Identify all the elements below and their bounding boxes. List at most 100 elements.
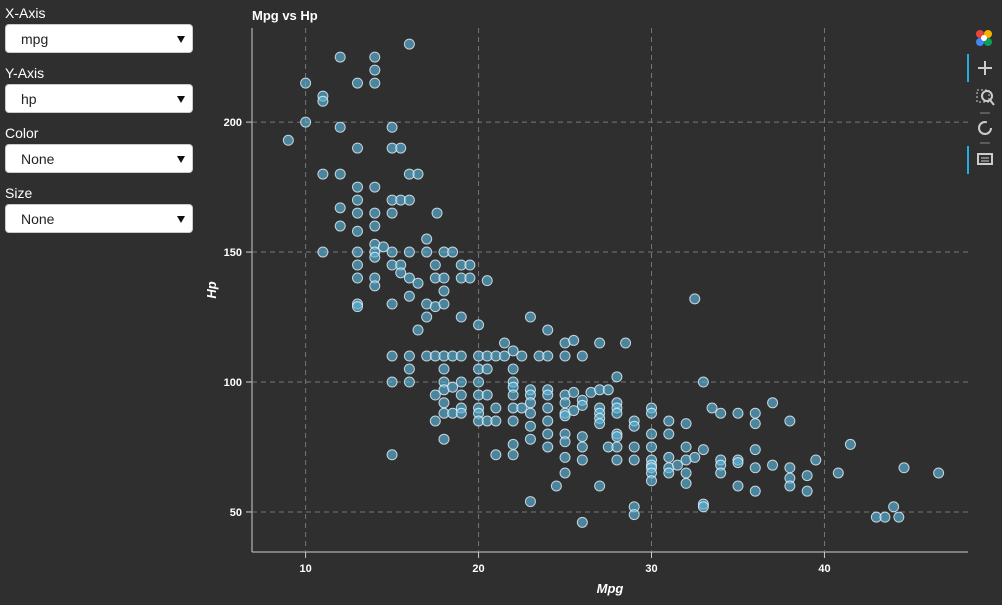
point [438, 433, 450, 445]
point [431, 207, 443, 219]
point [351, 301, 363, 313]
select[interactable]: hp [5, 84, 193, 113]
dropdown-arrow [177, 96, 185, 103]
point [300, 77, 312, 89]
point [507, 449, 519, 461]
point [611, 371, 623, 383]
point [697, 376, 709, 388]
point [732, 457, 744, 469]
point [300, 116, 312, 128]
point [749, 444, 761, 456]
x-tick-label: 20 [472, 563, 484, 575]
point [429, 389, 441, 401]
point [646, 407, 658, 419]
point [715, 467, 727, 479]
point [594, 337, 606, 349]
point [317, 168, 329, 180]
point [524, 496, 536, 508]
point [559, 350, 571, 362]
widget-label: Size [5, 185, 33, 201]
point [351, 207, 363, 219]
point [879, 511, 891, 523]
point [412, 277, 424, 289]
dropdown-arrow [177, 156, 185, 163]
point [524, 433, 536, 445]
point [576, 350, 588, 362]
widget-label: Color [5, 125, 39, 141]
point [542, 389, 554, 401]
point [386, 298, 398, 310]
point [481, 363, 493, 375]
point [542, 415, 554, 427]
point [447, 381, 459, 393]
point [784, 462, 796, 474]
pan-tool[interactable] [978, 61, 992, 75]
point [403, 246, 415, 258]
point [351, 246, 363, 258]
point [473, 319, 485, 331]
point [481, 389, 493, 401]
point [602, 384, 614, 396]
point [663, 415, 675, 427]
widget-label: X-Axis [5, 5, 46, 21]
point [576, 516, 588, 528]
point [689, 293, 701, 305]
point [386, 449, 398, 461]
point [455, 389, 467, 401]
point [421, 246, 433, 258]
point [646, 428, 658, 440]
point [893, 511, 905, 523]
point [697, 444, 709, 456]
point [455, 376, 467, 388]
point [749, 407, 761, 419]
select-value: None [21, 211, 55, 227]
point [507, 363, 519, 375]
widget-label: Y-Axis [5, 65, 45, 81]
point [568, 405, 580, 417]
chart-title: Mpg vs Hp [252, 8, 318, 23]
point [438, 397, 450, 409]
point [386, 376, 398, 388]
point [369, 220, 381, 232]
point [403, 376, 415, 388]
point [369, 77, 381, 89]
select[interactable]: None [5, 204, 193, 233]
point [507, 389, 519, 401]
box-zoom-tool[interactable] [976, 89, 995, 106]
point [369, 51, 381, 63]
point [507, 345, 519, 357]
point [550, 480, 562, 492]
reset-tool[interactable] [978, 121, 992, 135]
x-tick-label: 40 [818, 563, 830, 575]
point [784, 480, 796, 492]
select[interactable]: None [5, 144, 193, 173]
point [455, 407, 467, 419]
hover-tool[interactable] [977, 153, 993, 165]
point [810, 454, 822, 466]
point [559, 410, 571, 422]
point [933, 467, 945, 479]
point [559, 436, 571, 448]
plot-background [244, 4, 972, 602]
point [282, 134, 294, 146]
point [481, 275, 493, 287]
dropdown-arrow [177, 216, 185, 223]
point [732, 480, 744, 492]
point [542, 324, 554, 336]
point [680, 418, 692, 430]
point [351, 225, 363, 237]
point [351, 142, 363, 154]
point [628, 509, 640, 521]
point [594, 418, 606, 430]
point [490, 415, 502, 427]
point [421, 233, 433, 245]
select[interactable]: mpg [5, 24, 193, 53]
point [386, 121, 398, 133]
point [620, 337, 632, 349]
point [369, 207, 381, 219]
point [334, 121, 346, 133]
point [689, 451, 701, 463]
point [507, 415, 519, 427]
point [576, 431, 588, 443]
